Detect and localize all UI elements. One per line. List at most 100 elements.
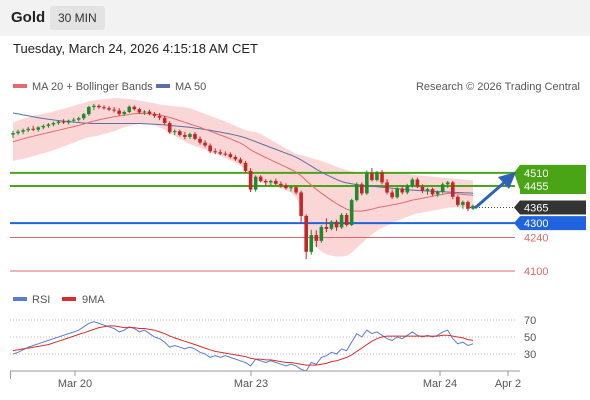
- candle-body: [122, 112, 127, 114]
- candle-body: [334, 221, 339, 228]
- last-price-tag-box: [514, 200, 586, 215]
- timeframe-button[interactable]: 30 MIN: [50, 6, 105, 30]
- candle-body: [46, 124, 51, 126]
- ma20-legend-swatch: [13, 84, 27, 88]
- ma50-legend-label: MA 50: [175, 81, 206, 93]
- candle-body: [461, 202, 465, 205]
- candle-body: [375, 172, 379, 181]
- candle-body: [26, 128, 30, 131]
- candle-body: [319, 226, 324, 241]
- pivot-tag: 4300: [514, 216, 586, 231]
- candle-body: [218, 152, 223, 154]
- candle-body: [152, 113, 157, 116]
- candle-body: [269, 180, 273, 183]
- candle-body: [71, 119, 76, 121]
- bollinger-band: [13, 98, 473, 257]
- candle-body: [466, 202, 470, 209]
- rsi-ma-legend-swatch: [62, 297, 76, 301]
- candle-body: [258, 176, 263, 181]
- candle-body: [66, 120, 71, 123]
- candle-body: [31, 128, 36, 130]
- candle-body: [167, 123, 172, 133]
- ma50-legend-swatch: [156, 84, 170, 88]
- candle-body: [395, 188, 399, 198]
- candle-body: [102, 107, 106, 109]
- level-label-4240: 4240: [524, 232, 548, 244]
- candle-body: [112, 109, 116, 111]
- candle-body: [107, 108, 111, 110]
- rsi-tick-70: 70: [524, 315, 536, 327]
- candle-body: [380, 172, 384, 183]
- candle-body: [208, 145, 212, 152]
- candle-body: [339, 214, 344, 228]
- candle-body: [92, 105, 96, 107]
- candle-body: [223, 153, 228, 155]
- last-price-tag: 4365: [514, 200, 586, 215]
- level-label-4510: 4510: [524, 168, 548, 180]
- last-price-tag-text: 4365: [524, 203, 548, 215]
- candle-body: [359, 184, 364, 194]
- candle-body: [21, 130, 25, 132]
- x-tick-label: Apr 2: [495, 378, 521, 390]
- candle-body: [253, 176, 258, 190]
- level-label-4100: 4100: [524, 266, 548, 278]
- candle-body: [435, 191, 440, 195]
- x-axis: Mar 20 Mar 23 Mar 24 Apr 2: [58, 371, 521, 390]
- candle-body: [233, 157, 238, 160]
- candle-body: [137, 109, 142, 113]
- candle-body: [324, 226, 329, 229]
- candle-body: [198, 138, 202, 143]
- candle-body: [405, 185, 410, 193]
- candle-body: [87, 106, 91, 115]
- top-bar: Gold 30 MIN: [0, 0, 590, 36]
- datetime-label: Tuesday, March 24, 2026 4:15:18 AM CET: [13, 41, 258, 56]
- candle-body: [299, 192, 303, 216]
- rsi-tick-30: 30: [524, 349, 536, 361]
- candle-body: [97, 105, 101, 108]
- x-tick-label: Mar 23: [234, 378, 268, 390]
- candle-body: [36, 127, 41, 130]
- candle-body: [81, 114, 86, 119]
- candle-body: [183, 135, 187, 137]
- instrument-title: Gold: [11, 9, 46, 26]
- candle-body: [248, 170, 253, 190]
- candle-body: [188, 134, 192, 137]
- candle-body: [390, 192, 394, 198]
- candle-body: [157, 115, 162, 118]
- candle-body: [127, 106, 132, 113]
- candle-body: [349, 200, 354, 226]
- candle-body: [263, 180, 268, 183]
- candle-body: [238, 159, 243, 163]
- x-tick-label: Mar 20: [58, 378, 92, 390]
- trend-arrow-line: [474, 179, 507, 210]
- candle-body: [450, 182, 455, 197]
- candle-body: [228, 154, 233, 158]
- candle-body: [41, 125, 46, 128]
- candle-body: [178, 131, 182, 135]
- rsi-ma-line: [12, 325, 474, 366]
- pivot-tag-box: [514, 216, 586, 231]
- candle-body: [142, 111, 147, 113]
- candle-body: [61, 121, 66, 123]
- candle-body: [243, 162, 248, 171]
- x-tick-label: Mar 24: [423, 378, 457, 390]
- candle-body: [162, 117, 167, 124]
- candle-body: [329, 221, 334, 229]
- ma50-line: [12, 112, 474, 194]
- candle-body: [76, 118, 81, 120]
- candle-body: [344, 214, 349, 226]
- candle-body: [11, 133, 15, 135]
- candle-body: [410, 179, 415, 186]
- candle-body: [147, 111, 152, 114]
- candle-body: [51, 123, 56, 125]
- candle-body: [289, 187, 293, 189]
- candle-body: [132, 106, 137, 110]
- rsi-legend-label: RSI: [32, 294, 50, 306]
- candle-body: [16, 131, 20, 134]
- candle-body: [456, 196, 460, 205]
- candle-body: [420, 186, 425, 191]
- copyright-label: Research © 2026 Trading Central: [416, 81, 580, 93]
- ma20-line: [12, 113, 474, 212]
